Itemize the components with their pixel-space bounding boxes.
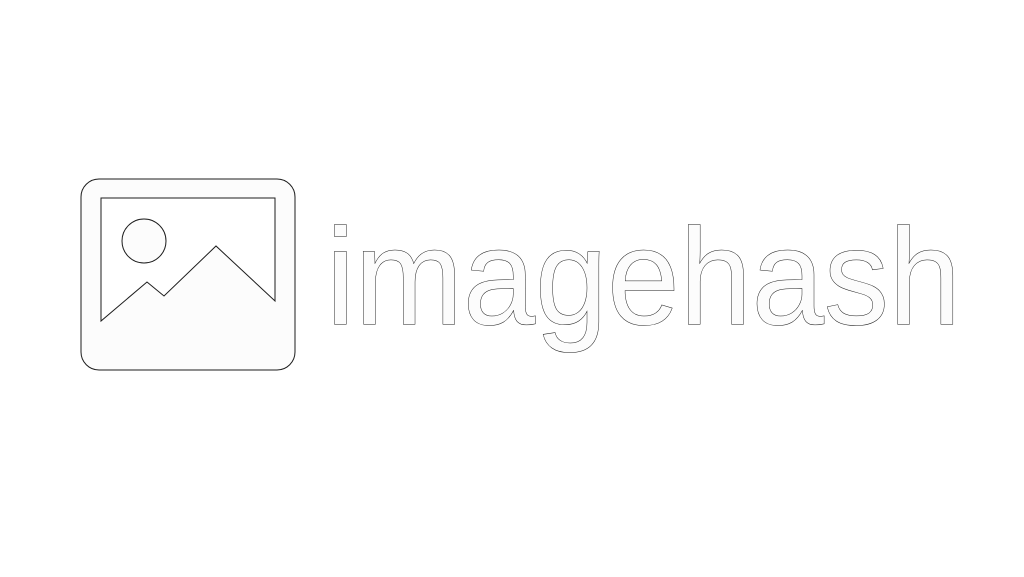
image-icon bbox=[80, 178, 296, 371]
imagehash-logo: imagehash bbox=[78, 176, 978, 376]
brand-name: imagehash bbox=[326, 201, 961, 354]
brand-wordmark: imagehash bbox=[326, 201, 962, 355]
